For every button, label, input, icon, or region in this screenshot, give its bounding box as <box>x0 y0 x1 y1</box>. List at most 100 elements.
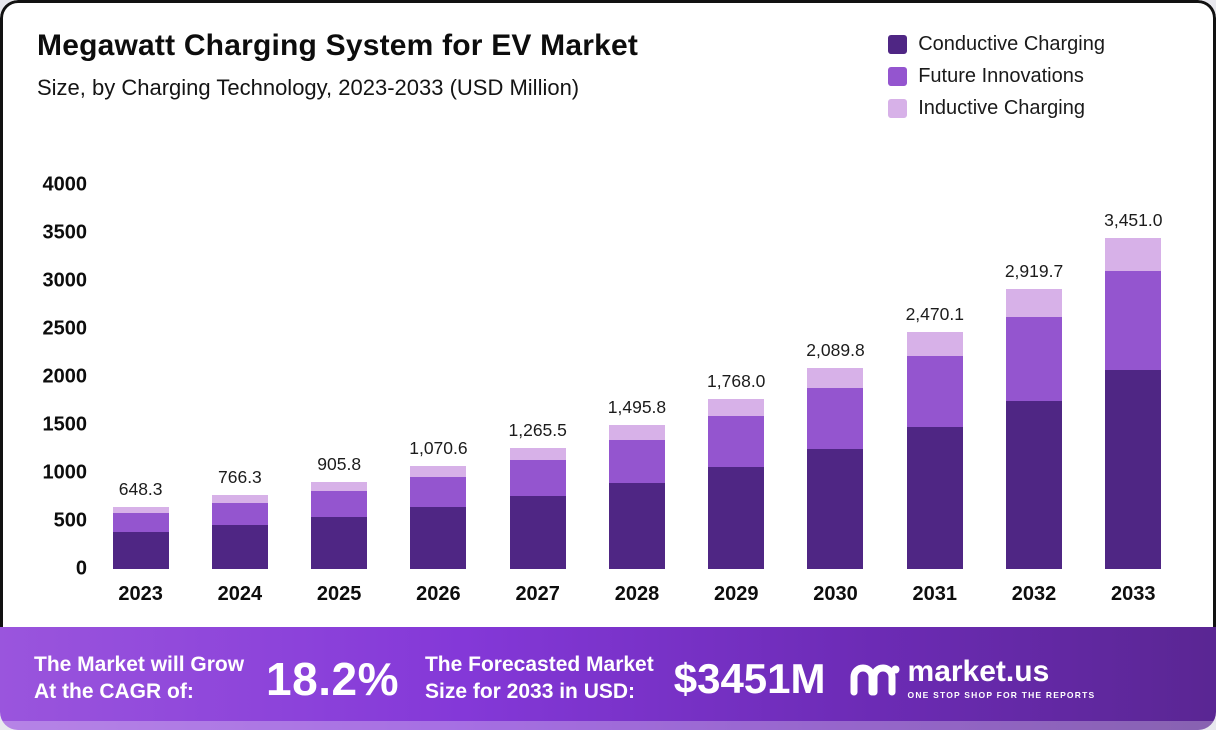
bar-segment-future-innovations[interactable] <box>906 355 963 427</box>
y-tick-label: 2500 <box>42 317 88 340</box>
bar-segment-conductive-charging[interactable] <box>410 507 467 569</box>
bar-total-label: 1,265.5 <box>508 419 567 440</box>
bar-segment-inductive-charging[interactable] <box>906 331 963 356</box>
bar-stack[interactable] <box>807 368 864 569</box>
marketus-brand[interactable]: market.us ONE STOP SHOP FOR THE REPORTS <box>848 657 1096 700</box>
bar-stack[interactable] <box>112 506 169 569</box>
x-axis-label: 2031 <box>912 583 958 605</box>
y-tick-label: 2000 <box>42 365 88 388</box>
bar-segment-inductive-charging[interactable] <box>112 506 169 513</box>
y-axis: 4000 3500 3000 2500 2000 1500 1000 500 0 <box>27 174 91 580</box>
bar-segment-future-innovations[interactable] <box>608 439 665 483</box>
bar-total-label: 648.3 <box>118 478 163 499</box>
y-tick-label: 3500 <box>42 221 88 244</box>
bar-segment-conductive-charging[interactable] <box>509 496 566 569</box>
legend-swatch-future-icon <box>888 67 908 86</box>
x-axis-label: 2029 <box>713 583 759 605</box>
bar-segment-conductive-charging[interactable] <box>807 448 864 569</box>
bar-segment-future-innovations[interactable] <box>509 459 566 497</box>
legend-swatch-inductive-icon <box>888 99 908 118</box>
bar-segment-inductive-charging[interactable] <box>211 495 268 503</box>
bar-segment-conductive-charging[interactable] <box>112 531 169 569</box>
bar-total-label: 1,768.0 <box>707 371 766 392</box>
page-title: Megawatt Charging System for EV Market <box>37 29 639 62</box>
bar-stack[interactable] <box>1006 288 1063 569</box>
bar-segment-inductive-charging[interactable] <box>1105 237 1162 271</box>
y-tick-label: 4000 <box>42 173 88 196</box>
bar-total-label: 1,070.6 <box>409 438 468 459</box>
chart-panel: Megawatt Charging System for EV Market S… <box>0 0 1216 627</box>
bar-segment-future-innovations[interactable] <box>311 490 368 517</box>
legend-label: Inductive Charging <box>918 97 1085 119</box>
bar-stack[interactable] <box>311 482 368 569</box>
bar-total-label: 766.3 <box>218 467 262 488</box>
marketus-logo-icon <box>850 664 900 695</box>
brand-tagline: ONE STOP SHOP FOR THE REPORTS <box>907 690 1096 700</box>
bar-group: 3,451.0 <box>1084 185 1183 569</box>
bar-segment-conductive-charging[interactable] <box>311 516 368 569</box>
bar-stack[interactable] <box>708 399 765 569</box>
bar-segment-inductive-charging[interactable] <box>410 466 467 477</box>
legend-label: Future Innovations <box>918 65 1084 87</box>
bar-segment-conductive-charging[interactable] <box>1105 370 1162 569</box>
legend-item-future: Future Innovations <box>888 65 1105 88</box>
y-tick-label: 500 <box>53 509 87 532</box>
bar-segment-inductive-charging[interactable] <box>311 482 368 491</box>
bar-segment-future-innovations[interactable] <box>1105 270 1162 371</box>
bar-stack[interactable] <box>211 495 268 569</box>
bar-total-label: 1,495.8 <box>607 397 667 418</box>
bar-group: 2,089.8 <box>786 185 885 569</box>
bar-total-label: 905.8 <box>317 454 362 475</box>
x-axis-label: 2033 <box>1111 583 1156 605</box>
bar-segment-conductive-charging[interactable] <box>708 467 765 569</box>
bar-segment-inductive-charging[interactable] <box>807 368 864 389</box>
x-axis: 2023 2024 2025 2026 2027 2028 2029 2030 2031 2032… <box>91 583 1183 606</box>
bar-segment-conductive-charging[interactable] <box>211 524 268 569</box>
cagr-value: 18.2% <box>266 652 399 705</box>
bar-segment-future-innovations[interactable] <box>410 476 467 508</box>
bar-segment-future-innovations[interactable] <box>1006 316 1063 401</box>
bar-segment-inductive-charging[interactable] <box>608 425 665 440</box>
bar-segment-future-innovations[interactable] <box>211 502 268 525</box>
legend-label: Conductive Charging <box>918 33 1105 55</box>
bar-stack[interactable] <box>1105 237 1162 569</box>
bar-stack[interactable] <box>906 331 963 569</box>
bar-group: 2,919.7 <box>984 185 1083 569</box>
bar-group: 905.8 <box>290 185 389 569</box>
title-block: Megawatt Charging System for EV Market S… <box>37 29 638 129</box>
x-axis-label: 2023 <box>118 583 163 605</box>
stacked-bar-chart: 4000 3500 3000 2500 2000 1500 1000 500 0 648.3 76… <box>3 174 1213 606</box>
bar-group: 1,495.8 <box>587 185 686 569</box>
bar-stack[interactable] <box>509 447 566 569</box>
bar-segment-inductive-charging[interactable] <box>708 399 765 417</box>
bar-segment-conductive-charging[interactable] <box>1006 400 1063 569</box>
bar-segment-future-innovations[interactable] <box>708 416 765 468</box>
x-axis-label: 2025 <box>316 583 362 605</box>
header: Megawatt Charging System for EV Market S… <box>3 3 1213 129</box>
bar-total-label: 2,470.1 <box>905 303 964 324</box>
bar-stack[interactable] <box>608 425 665 569</box>
footer-banner: The Market will Grow At the CAGR of: 18.… <box>0 627 1216 730</box>
bar-segment-inductive-charging[interactable] <box>509 447 566 460</box>
bar-segment-conductive-charging[interactable] <box>608 482 665 569</box>
legend-item-inductive: Inductive Charging <box>888 97 1105 120</box>
legend-item-conductive: Conductive Charging <box>888 33 1105 56</box>
legend-swatch-conductive-icon <box>888 35 908 54</box>
x-axis-label: 2024 <box>217 583 263 605</box>
bar-segment-future-innovations[interactable] <box>807 388 864 449</box>
bar-total-label: 3,451.0 <box>1104 209 1163 230</box>
bar-segment-conductive-charging[interactable] <box>906 426 963 569</box>
x-axis-label: 2030 <box>813 583 858 605</box>
bar-segment-future-innovations[interactable] <box>112 512 169 532</box>
plot-area: 648.3 766.3 905.8 1,070.6 1,265.5 1,495.8 1,76… <box>91 185 1183 569</box>
bar-stack[interactable] <box>410 466 467 569</box>
bar-group: 2,470.1 <box>885 185 984 569</box>
x-axis-label: 2026 <box>416 583 461 605</box>
page-subtitle: Size, by Charging Technology, 2023-2033 … <box>37 75 580 100</box>
bar-group: 648.3 <box>91 185 190 569</box>
x-axis-label: 2028 <box>614 583 660 605</box>
forecast-value: $3451M <box>673 654 826 702</box>
bar-segment-inductive-charging[interactable] <box>1006 288 1063 317</box>
bar-total-label: 2,089.8 <box>806 340 865 361</box>
